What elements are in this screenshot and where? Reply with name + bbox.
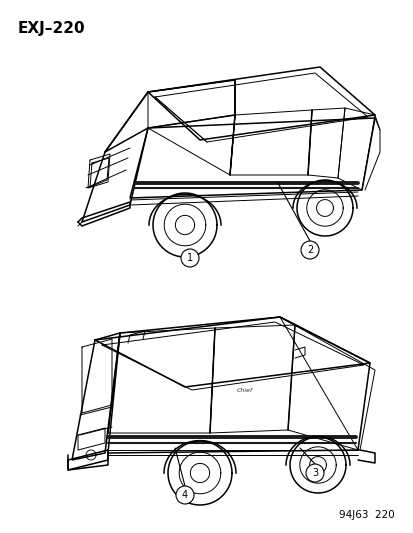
Text: 94J63  220: 94J63 220	[338, 510, 394, 520]
Text: 2: 2	[306, 245, 312, 255]
Text: 1: 1	[187, 253, 192, 263]
Circle shape	[180, 249, 199, 267]
Text: Chief: Chief	[236, 387, 252, 392]
Circle shape	[305, 464, 323, 482]
Circle shape	[176, 486, 194, 504]
Circle shape	[300, 241, 318, 259]
Text: EXJ–220: EXJ–220	[18, 20, 85, 36]
Text: 3: 3	[311, 468, 317, 478]
Text: 4: 4	[181, 490, 188, 500]
